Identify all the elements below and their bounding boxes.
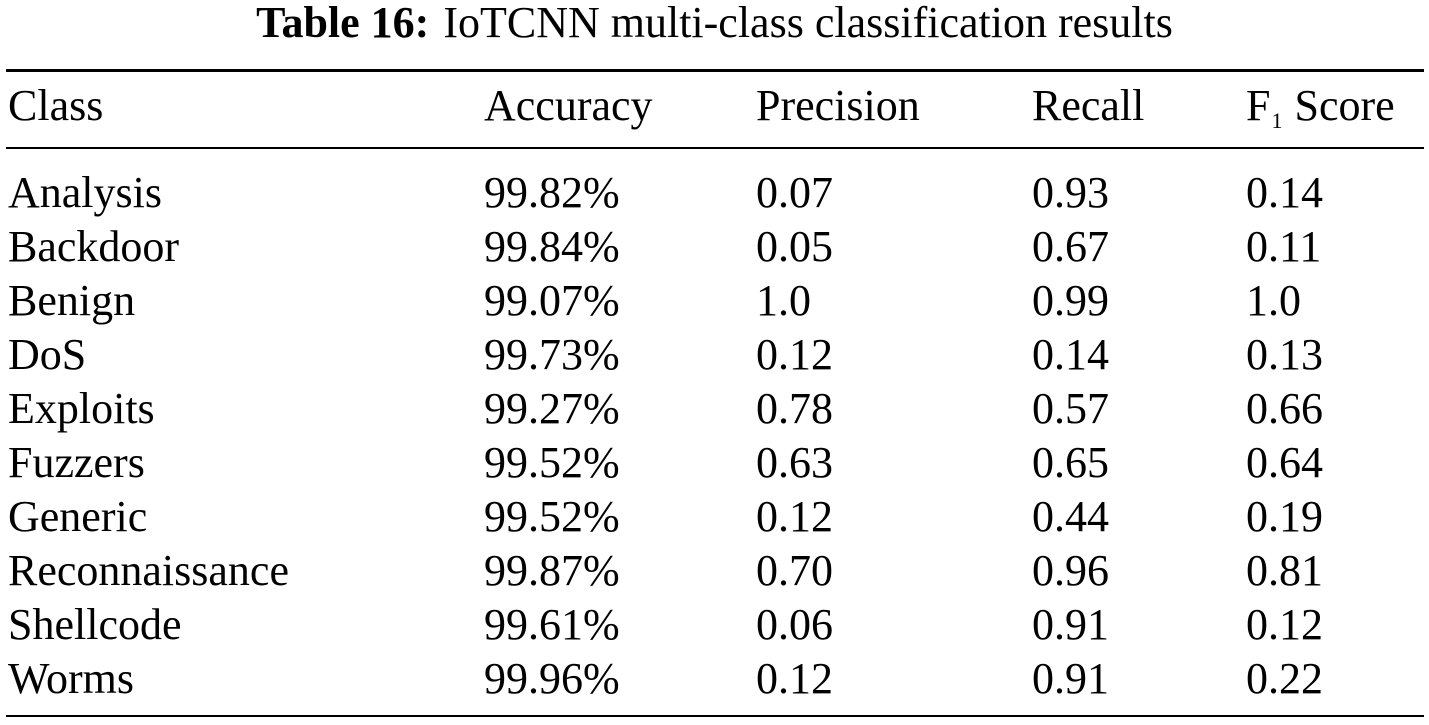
cell-precision: 0.70 <box>756 546 833 595</box>
cell-recall: 0.67 <box>1032 222 1109 271</box>
cell-f1: 0.64 <box>1246 438 1323 487</box>
cell-f1: 0.19 <box>1246 492 1323 541</box>
header-f1-score: F1 Score <box>1246 80 1395 139</box>
caption-label: Table 16: <box>256 0 430 47</box>
cell-class: Reconnaissance <box>8 546 289 595</box>
header-f1-subscript: 1 <box>1271 108 1283 133</box>
cell-precision: 0.63 <box>756 438 833 487</box>
cell-recall: 0.93 <box>1032 168 1109 217</box>
table-caption: Table 16: IoTCNN multi-class classificati… <box>0 0 1429 52</box>
cell-class: Backdoor <box>8 222 180 271</box>
table-row: Backdoor 99.84% 0.05 0.67 0.11 <box>0 220 1429 274</box>
cell-precision: 0.07 <box>756 168 833 217</box>
cell-accuracy: 99.73% <box>484 330 620 379</box>
header-f1-rest: Score <box>1294 81 1395 130</box>
cell-accuracy: 99.84% <box>484 222 620 271</box>
header-accuracy: Accuracy <box>484 81 653 130</box>
caption-text: IoTCNN multi-class classification result… <box>443 0 1173 47</box>
cell-precision: 0.12 <box>756 654 833 703</box>
cell-accuracy: 99.87% <box>484 546 620 595</box>
table-row: Shellcode 99.61% 0.06 0.91 0.12 <box>0 598 1429 652</box>
table-row: Exploits 99.27% 0.78 0.57 0.66 <box>0 382 1429 436</box>
table-row: Analysis 99.82% 0.07 0.93 0.14 <box>0 166 1429 220</box>
table-header-row: Class Accuracy Precision Recall F1 Score <box>0 80 1429 133</box>
cell-class: Fuzzers <box>8 438 145 487</box>
cell-precision: 0.12 <box>756 330 833 379</box>
top-rule <box>6 69 1424 72</box>
cell-class: Generic <box>8 492 148 541</box>
cell-recall: 0.99 <box>1032 276 1109 325</box>
cell-recall: 0.14 <box>1032 330 1109 379</box>
cell-recall: 0.65 <box>1032 438 1109 487</box>
cell-f1: 0.13 <box>1246 330 1323 379</box>
cell-accuracy: 99.27% <box>484 384 620 433</box>
cell-class: Shellcode <box>8 600 182 649</box>
table-row: Worms 99.96% 0.12 0.91 0.22 <box>0 652 1429 706</box>
cell-precision: 0.06 <box>756 600 833 649</box>
cell-recall: 0.91 <box>1032 600 1109 649</box>
cell-precision: 1.0 <box>756 276 811 325</box>
table-row: Fuzzers 99.52% 0.63 0.65 0.64 <box>0 436 1429 490</box>
cell-f1: 0.81 <box>1246 546 1323 595</box>
cell-accuracy: 99.52% <box>484 492 620 541</box>
cell-class: Worms <box>8 654 135 703</box>
cell-accuracy: 99.82% <box>484 168 620 217</box>
cell-recall: 0.96 <box>1032 546 1109 595</box>
cell-f1: 0.22 <box>1246 654 1323 703</box>
cell-class: Analysis <box>8 168 162 217</box>
header-recall: Recall <box>1032 81 1145 130</box>
cell-f1: 1.0 <box>1246 276 1301 325</box>
cell-accuracy: 99.96% <box>484 654 620 703</box>
cell-f1: 0.14 <box>1246 168 1323 217</box>
cell-f1: 0.11 <box>1246 222 1322 271</box>
header-class: Class <box>8 81 104 130</box>
cell-precision: 0.12 <box>756 492 833 541</box>
cell-f1: 0.12 <box>1246 600 1323 649</box>
header-precision: Precision <box>756 81 920 130</box>
table-row: Benign 99.07% 1.0 0.99 1.0 <box>0 274 1429 328</box>
cell-f1: 0.66 <box>1246 384 1323 433</box>
table-row: Reconnaissance 99.87% 0.70 0.96 0.81 <box>0 544 1429 598</box>
header-rule <box>6 147 1424 149</box>
cell-accuracy: 99.61% <box>484 600 620 649</box>
cell-class: Benign <box>8 276 136 325</box>
table-row: DoS 99.73% 0.12 0.14 0.13 <box>0 328 1429 382</box>
cell-precision: 0.05 <box>756 222 833 271</box>
cell-accuracy: 99.07% <box>484 276 620 325</box>
table-row: Generic 99.52% 0.12 0.44 0.19 <box>0 490 1429 544</box>
cell-class: DoS <box>8 330 87 379</box>
cell-recall: 0.57 <box>1032 384 1109 433</box>
cell-recall: 0.91 <box>1032 654 1109 703</box>
bottom-rule <box>6 715 1424 717</box>
cell-accuracy: 99.52% <box>484 438 620 487</box>
cell-recall: 0.44 <box>1032 492 1109 541</box>
cell-precision: 0.78 <box>756 384 833 433</box>
header-f1-letter: F <box>1246 81 1271 130</box>
cell-class: Exploits <box>8 384 155 433</box>
